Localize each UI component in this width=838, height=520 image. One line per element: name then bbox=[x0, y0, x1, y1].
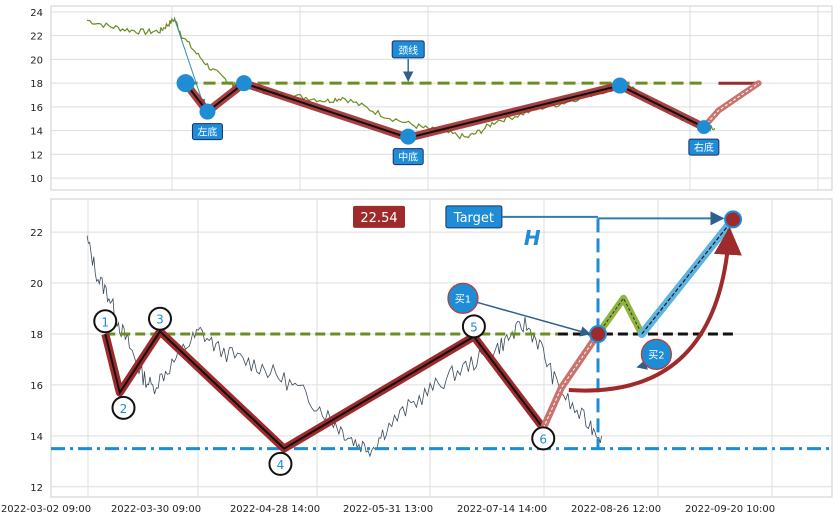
neckline-label: 颈线 bbox=[398, 44, 418, 57]
top-y-tick-label: 16 bbox=[30, 103, 43, 114]
top-marker-label: 左底 bbox=[197, 126, 217, 139]
buy-point-label: 买2 bbox=[648, 349, 664, 361]
top-marker-circle bbox=[611, 77, 628, 94]
bottom-y-tick-label: 22 bbox=[30, 228, 43, 239]
pattern-point-circle bbox=[268, 451, 293, 476]
buy-point-circle bbox=[447, 282, 479, 314]
bottom-y-tick-label: 20 bbox=[30, 279, 43, 290]
top-y-tick-label: 22 bbox=[30, 32, 43, 43]
bottom-pattern-line bbox=[104, 329, 545, 450]
pattern-point-circle bbox=[93, 309, 118, 334]
top-marker-circle bbox=[199, 103, 216, 120]
x-tick-label: 2022-09-20 10:00 bbox=[685, 504, 775, 515]
target-value-box bbox=[353, 205, 405, 228]
neckline-label-box bbox=[391, 40, 425, 59]
pattern-point-label: 1 bbox=[101, 315, 109, 329]
x-tick-label: 2022-07-14 14:00 bbox=[457, 504, 547, 515]
top-y-tick-label: 18 bbox=[30, 79, 43, 90]
x-tick-label: 2022-03-02 09:00 bbox=[1, 504, 91, 515]
top-y-tick-label: 10 bbox=[30, 174, 43, 185]
top-marker-circle bbox=[176, 74, 195, 93]
pattern-point-circle bbox=[461, 314, 486, 339]
bottom-y-tick-label: 12 bbox=[30, 483, 43, 494]
target-label: Target bbox=[453, 211, 494, 226]
x-tick-label: 2022-03-30 09:00 bbox=[111, 504, 201, 515]
top-y-tick-label: 14 bbox=[30, 127, 43, 138]
target-value-label: 22.54 bbox=[360, 211, 397, 226]
buy-point-circle bbox=[640, 338, 673, 370]
top-projection-line bbox=[703, 82, 759, 128]
top-marker-circle bbox=[696, 120, 711, 135]
top-marker-label: 右底 bbox=[694, 141, 714, 154]
buy-point-arrow bbox=[476, 301, 592, 337]
x-tick-label: 2022-08-26 12:00 bbox=[571, 504, 661, 515]
pattern-point-circle bbox=[531, 426, 556, 451]
top-marker-circle bbox=[235, 75, 252, 92]
pattern-point-label: 4 bbox=[277, 458, 285, 472]
height-label: H bbox=[524, 226, 541, 250]
bottom-y-tick-label: 18 bbox=[30, 330, 43, 341]
pattern-point-label: 5 bbox=[470, 320, 478, 334]
top-entry-arrow bbox=[174, 18, 206, 107]
pattern-point-label: 2 bbox=[120, 402, 128, 416]
top-marker-label-box bbox=[392, 148, 424, 166]
target-curve-arrow bbox=[568, 226, 742, 393]
buy-point-label: 买1 bbox=[455, 293, 471, 305]
x-tick-label: 2022-05-31 13:00 bbox=[343, 504, 433, 515]
pattern-point-label: 3 bbox=[156, 313, 164, 327]
bottom-y-tick-label: 16 bbox=[30, 381, 43, 392]
top-y-tick-label: 12 bbox=[30, 150, 43, 161]
top-marker-label-box bbox=[191, 123, 223, 141]
top-y-tick-label: 20 bbox=[30, 55, 43, 66]
target-point bbox=[724, 210, 743, 229]
pattern-point-label: 6 bbox=[539, 432, 547, 446]
top-marker-label: 中底 bbox=[398, 151, 418, 164]
pattern-point-circle bbox=[111, 395, 136, 420]
bottom-y-tick-label: 14 bbox=[30, 432, 43, 443]
pullback-line bbox=[597, 297, 643, 335]
top-marker-circle bbox=[400, 128, 417, 145]
breakout-point bbox=[589, 324, 607, 343]
x-tick-label: 2022-04-28 14:00 bbox=[230, 504, 320, 515]
top-y-tick-label: 24 bbox=[30, 8, 43, 19]
pattern-point-circle bbox=[148, 306, 172, 331]
top-marker-label-box bbox=[688, 138, 720, 156]
top-panel-frame bbox=[50, 5, 833, 191]
breakout-line bbox=[542, 333, 599, 429]
